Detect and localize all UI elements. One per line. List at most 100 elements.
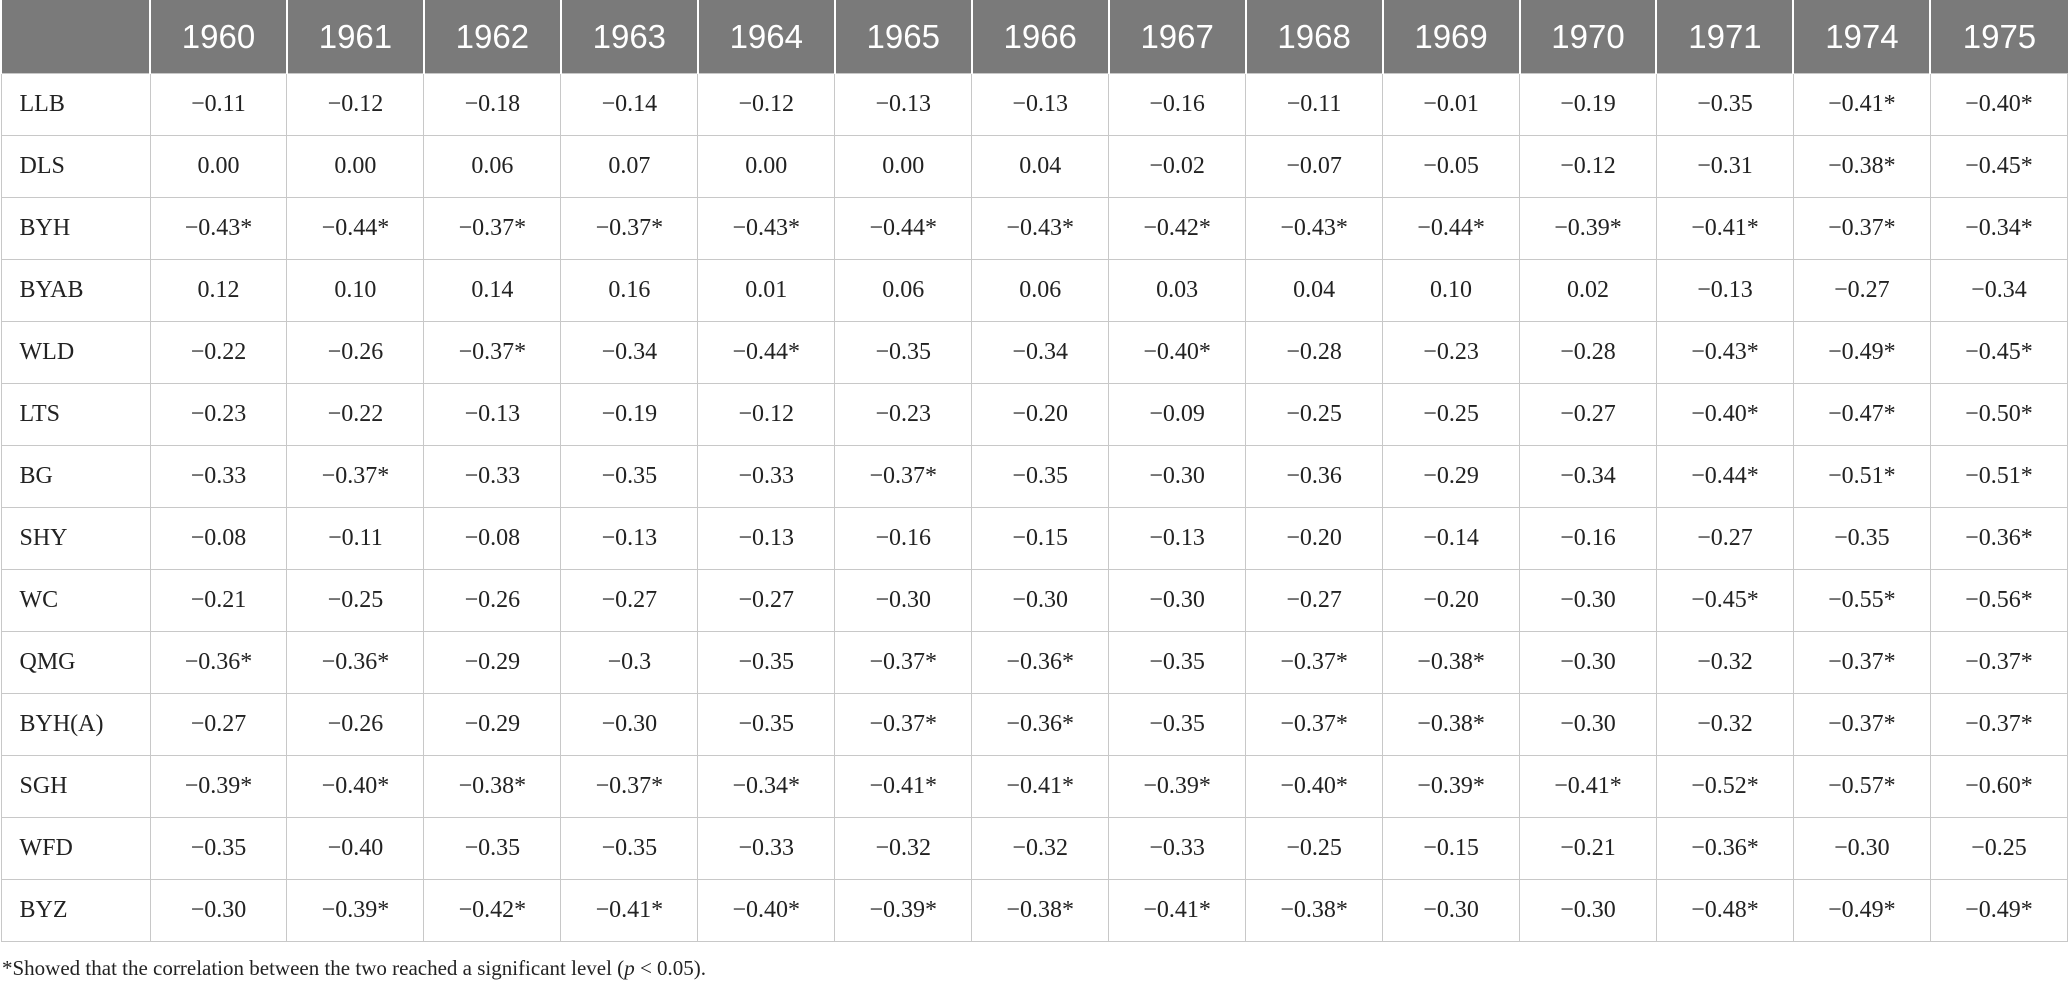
table-cell: 0.07 <box>560 135 699 198</box>
table-cell: −0.38* <box>1792 135 1931 198</box>
column-header: 1967 <box>1107 0 1246 74</box>
table-cell: −0.28 <box>1519 321 1657 384</box>
table-row: BYH(A) −0.27 −0.26 −0.29 −0.30 −0.35 −0.37* −0.… <box>0 693 2068 756</box>
table-cell: 0.12 <box>149 259 288 322</box>
table-cell: −0.35 <box>1108 693 1247 756</box>
table-cell: −0.36* <box>971 631 1110 694</box>
table-cell: −0.37* <box>1792 197 1931 260</box>
table-cell: −0.27 <box>1245 569 1384 632</box>
table-cell: −0.37* <box>560 755 699 818</box>
table-cell: −0.44* <box>1382 197 1521 260</box>
table-cell: −0.32 <box>1655 693 1794 756</box>
table-cell: −0.15 <box>1382 817 1521 880</box>
table-cell: −0.27 <box>149 693 288 756</box>
column-header: 1965 <box>833 0 972 74</box>
table-cell: −0.36* <box>971 693 1110 756</box>
table-cell: −0.08 <box>149 507 288 570</box>
footnote-text: < 0.05). <box>634 956 707 980</box>
table-row: QMG −0.36* −0.36* −0.29 −0.3 −0.35 −0.37* −0.36… <box>0 631 2068 694</box>
corner-cell <box>0 0 150 74</box>
table-cell: −0.39* <box>1382 755 1521 818</box>
table-cell: −0.36 <box>1245 445 1384 508</box>
table-cell: 0.00 <box>286 135 425 198</box>
table-cell: −0.40* <box>286 755 425 818</box>
column-header: 1964 <box>696 0 835 74</box>
table-cell: −0.36* <box>286 631 425 694</box>
table-cell: −0.34 <box>971 321 1110 384</box>
table-cell: −0.30 <box>971 569 1110 632</box>
table-cell: −0.13 <box>423 383 562 446</box>
table-cell: −0.57* <box>1792 755 1931 818</box>
table-cell: −0.37* <box>834 445 973 508</box>
table-cell: −0.40* <box>1108 321 1247 384</box>
row-label: LLB <box>0 73 151 136</box>
table-cell: −0.12 <box>697 383 836 446</box>
table-cell: −0.55* <box>1792 569 1931 632</box>
table-cell: −0.34* <box>697 755 836 818</box>
table-cell: −0.40* <box>1245 755 1384 818</box>
footnote-text: *Showed that the correlation between the… <box>2 956 625 980</box>
table-cell: −0.33 <box>423 445 562 508</box>
table-cell: −0.45* <box>1929 135 2068 198</box>
table-cell: 0.00 <box>697 135 836 198</box>
table-cell: −0.37* <box>1245 631 1384 694</box>
table-cell: −0.44* <box>697 321 836 384</box>
table-cell: −0.12 <box>1519 135 1657 198</box>
table-cell: −0.41* <box>1108 879 1247 942</box>
row-label: BYZ <box>0 879 151 942</box>
table-cell: −0.3 <box>560 631 699 694</box>
table-cell: −0.23 <box>834 383 973 446</box>
table-cell: −0.51* <box>1792 445 1931 508</box>
table-cell: 0.14 <box>423 259 562 322</box>
row-label: BYH(A) <box>0 693 151 756</box>
table-cell: −0.41* <box>560 879 699 942</box>
table-cell: −0.13 <box>560 507 699 570</box>
table-cell: −0.19 <box>1519 73 1657 136</box>
table-cell: −0.13 <box>834 73 973 136</box>
table-cell: −0.13 <box>971 73 1110 136</box>
table-cell: −0.11 <box>1245 73 1384 136</box>
table-cell: −0.37* <box>1929 631 2068 694</box>
table-cell: −0.16 <box>1519 507 1657 570</box>
table-cell: −0.49* <box>1792 321 1931 384</box>
table-cell: −0.43* <box>697 197 836 260</box>
table-cell: −0.18 <box>423 73 562 136</box>
table-cell: −0.30 <box>1519 879 1657 942</box>
table-cell: 0.01 <box>697 259 836 322</box>
table-cell: −0.30 <box>1792 817 1931 880</box>
table-cell: −0.51* <box>1929 445 2068 508</box>
table-cell: −0.16 <box>834 507 973 570</box>
table-cell: −0.33 <box>697 817 836 880</box>
column-header: 1960 <box>149 0 287 74</box>
table-cell: 0.06 <box>971 259 1110 322</box>
table-cell: −0.13 <box>1108 507 1247 570</box>
table-cell: 0.00 <box>834 135 973 198</box>
table-cell: −0.50* <box>1929 383 2068 446</box>
table-cell: −0.29 <box>1382 445 1521 508</box>
column-header: 1975 <box>1929 0 2068 74</box>
table-cell: −0.56* <box>1929 569 2068 632</box>
table-cell: 0.03 <box>1108 259 1247 322</box>
row-label: BG <box>0 445 151 508</box>
table-cell: −0.31 <box>1655 135 1794 198</box>
table-cell: −0.35 <box>1792 507 1931 570</box>
table-cell: −0.22 <box>286 383 425 446</box>
table-cell: −0.29 <box>423 693 562 756</box>
table-cell: −0.27 <box>560 569 699 632</box>
table-cell: 0.06 <box>834 259 973 322</box>
table-cell: −0.60* <box>1929 755 2068 818</box>
table-cell: −0.34* <box>1929 197 2068 260</box>
table-cell: −0.40* <box>697 879 836 942</box>
column-header: 1963 <box>559 0 698 74</box>
table-cell: −0.37* <box>423 321 562 384</box>
footnote: *Showed that the correlation between the… <box>0 956 2068 981</box>
table-cell: −0.35 <box>971 445 1110 508</box>
table-cell: −0.15 <box>971 507 1110 570</box>
table-cell: −0.23 <box>149 383 288 446</box>
table-cell: −0.41* <box>1519 755 1657 818</box>
table-cell: −0.35 <box>1655 73 1794 136</box>
table-cell: −0.30 <box>1519 631 1657 694</box>
table-cell: −0.02 <box>1108 135 1247 198</box>
table-cell: −0.41* <box>971 755 1110 818</box>
table-cell: −0.20 <box>1245 507 1384 570</box>
